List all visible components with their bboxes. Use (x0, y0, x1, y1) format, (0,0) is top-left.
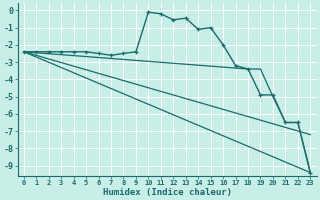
X-axis label: Humidex (Indice chaleur): Humidex (Indice chaleur) (103, 188, 232, 197)
